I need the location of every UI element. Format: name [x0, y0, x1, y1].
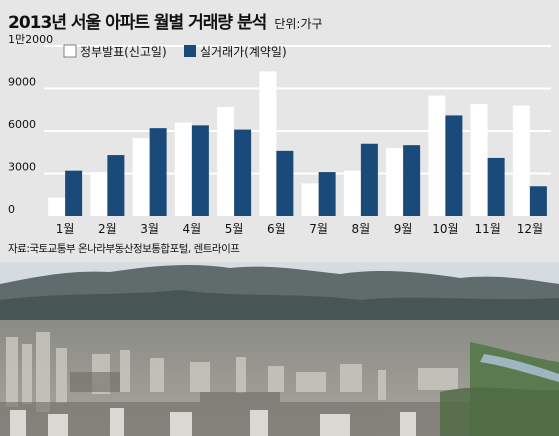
x-tick-label: 3월	[140, 222, 159, 236]
bar-declared	[48, 197, 66, 216]
legend-swatch	[63, 44, 77, 58]
x-tick-label: 8월	[352, 222, 371, 236]
x-tick-label: 12월	[517, 222, 543, 236]
legend-label: 정부발표(신고일)	[80, 45, 167, 59]
legend: 정부발표(신고일) 실거래가(계약일)	[63, 44, 287, 59]
x-tick-label: 1월	[56, 222, 75, 236]
bar-declared	[343, 170, 361, 216]
bar-actual	[360, 143, 378, 216]
bar-declared	[386, 148, 404, 216]
chart-title: 2013년 서울 아파트 월별 거래량 분석	[8, 13, 267, 33]
bar-actual	[191, 125, 209, 216]
bars	[48, 71, 547, 216]
bar-chart: 0 3000 6000 9000 1만2000 1월 2월 3월 4월 5월 6월 7월 8월 9월 10…	[8, 33, 551, 236]
bar-declared	[174, 122, 192, 216]
bar-declared	[428, 95, 446, 216]
x-axis-ticks: 1월 2월 3월 4월 5월 6월 7월 8월 9월 10월 11월 12월	[56, 222, 543, 236]
bar-declared	[132, 138, 150, 216]
y-tick-label: 0	[8, 203, 15, 216]
x-tick-label: 11월	[474, 222, 500, 236]
bar-actual	[403, 145, 421, 216]
y-tick-label: 6000	[8, 118, 36, 131]
legend-label: 실거래가(계약일)	[200, 44, 287, 59]
bar-actual	[487, 157, 505, 216]
legend-swatch	[184, 45, 196, 57]
x-tick-label: 5월	[225, 222, 244, 236]
title-row: 2013년 서울 아파트 월별 거래량 분석 단위:가구	[8, 8, 323, 33]
bar-actual	[318, 172, 336, 216]
y-tick-label: 3000	[8, 161, 36, 174]
x-tick-label: 10월	[432, 222, 458, 236]
bar-actual	[107, 155, 125, 216]
bar-actual	[65, 170, 83, 216]
gridlines	[44, 45, 551, 175]
unit-label: 단위:가구	[274, 17, 323, 31]
bar-declared	[470, 104, 488, 216]
source-note: 자료:국토교통부 온나라부동산정보통합포털, 렌트라이프	[8, 243, 240, 255]
y-tick-label: 1만2000	[8, 33, 53, 46]
bar-declared	[301, 183, 319, 216]
y-axis-ticks: 0 3000 6000 9000 1만2000	[8, 33, 53, 216]
bar-declared	[512, 105, 530, 216]
bar-declared	[217, 106, 235, 216]
bar-actual	[149, 128, 167, 216]
bar-declared	[90, 172, 108, 216]
bar-actual	[234, 129, 252, 216]
bar-actual	[445, 115, 463, 216]
x-tick-label: 6월	[267, 222, 286, 236]
x-tick-label: 4월	[183, 222, 202, 236]
bar-actual	[276, 150, 294, 216]
chart-panel: 2013년 서울 아파트 월별 거래량 분석 단위:가구 0 3000 6000 90…	[0, 0, 559, 262]
y-tick-label: 9000	[8, 76, 36, 89]
bar-actual	[529, 186, 547, 216]
x-tick-label: 9월	[394, 222, 413, 236]
bar-declared	[259, 71, 277, 216]
x-tick-label: 7월	[309, 222, 328, 236]
x-tick-label: 2월	[98, 222, 117, 236]
seoul-cityscape-photo	[0, 262, 559, 436]
